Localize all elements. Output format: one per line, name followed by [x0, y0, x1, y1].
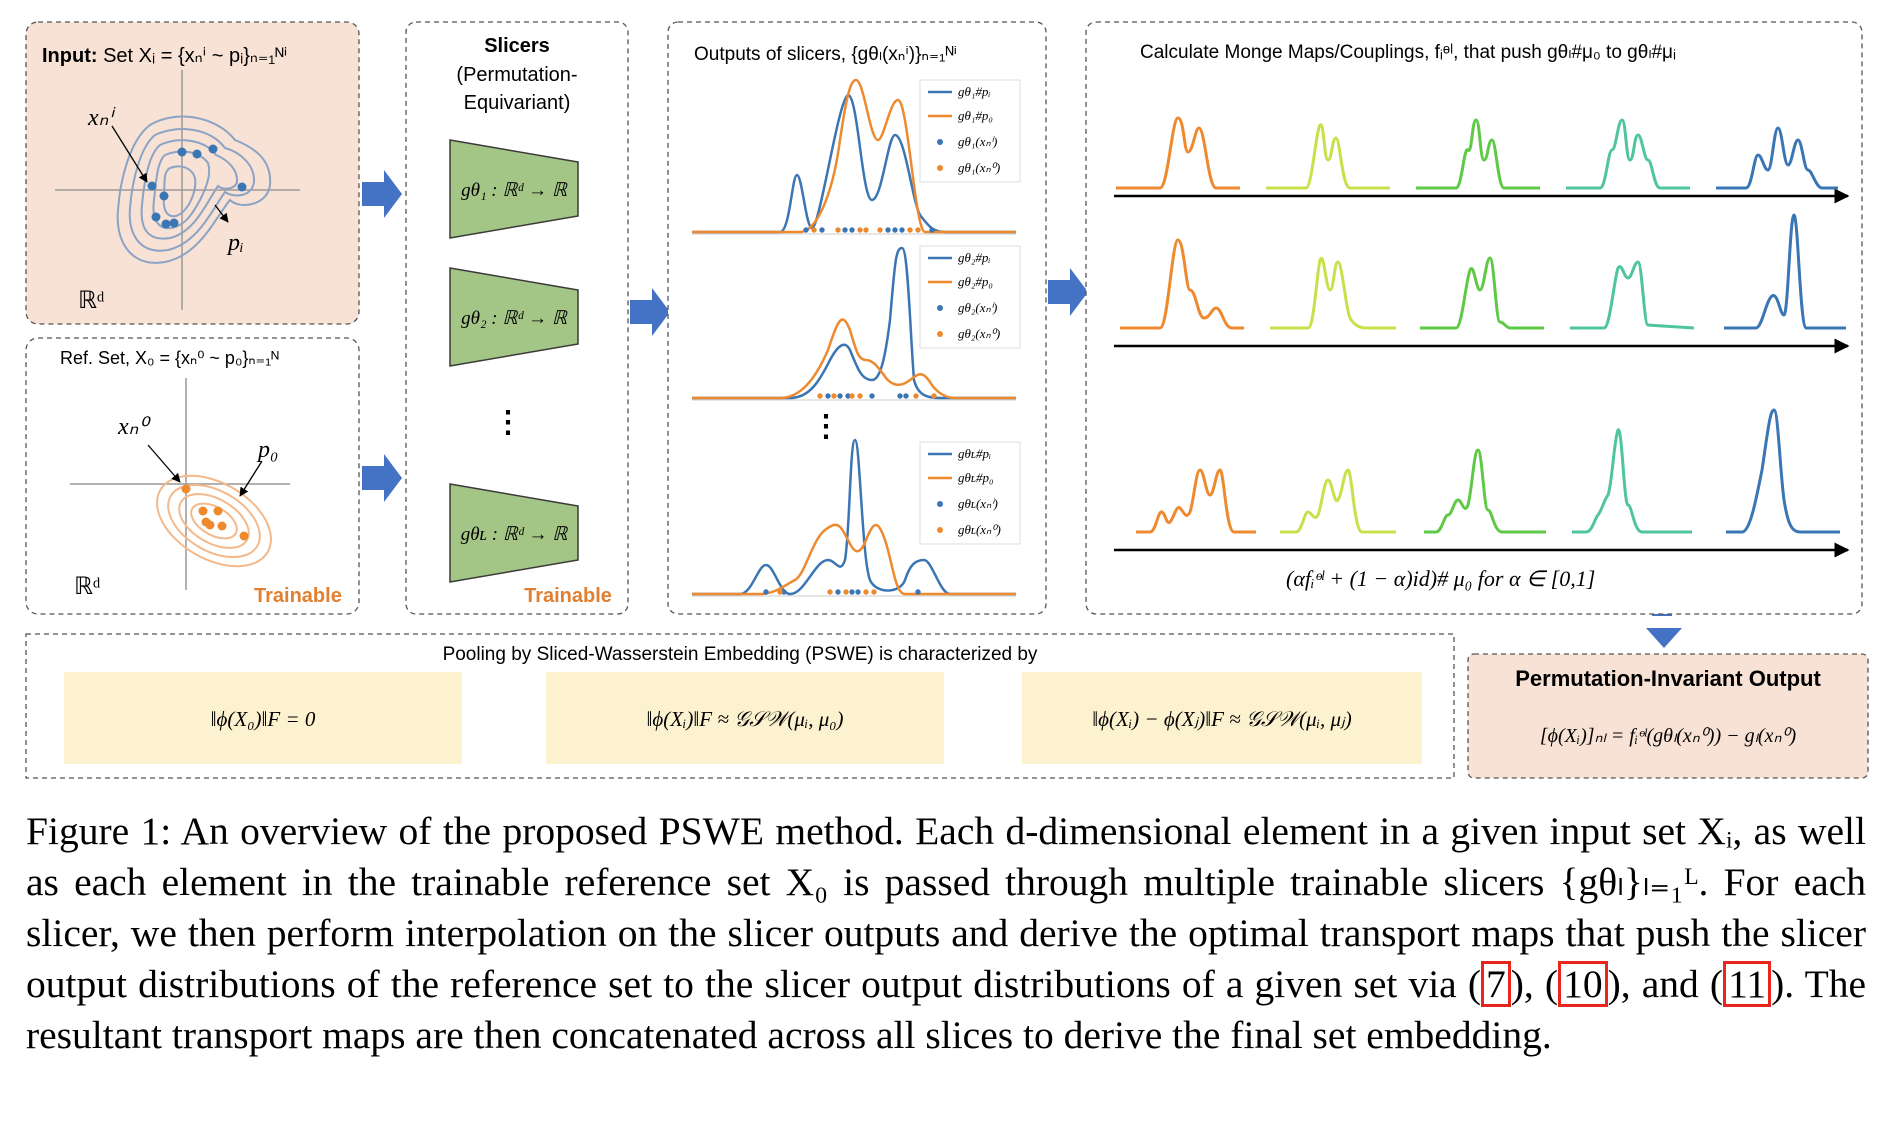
output-2-legend-x0: gθ₂(xₙ⁰)	[958, 326, 1000, 341]
pooling-eq-3: ‖ϕ(Xᵢ) − ϕ(Xⱼ)‖F ≈ 𝒢𝒮𝒲(μᵢ, μⱼ)	[1092, 707, 1351, 731]
arrow-slicers-to-outputs	[630, 288, 670, 336]
slicer-L-trapezoid	[449, 483, 579, 583]
outputs-panel: Outputs of slicers, {gθₗ(xₙⁱ)}ₙ₌₁ᴺⁱ gθ₁#…	[667, 21, 1047, 615]
output-2-legend-pi: gθ₂#pᵢ	[958, 250, 990, 265]
input-panel: Input: Set Xᵢ = {xₙⁱ ~ pᵢ}ₙ₌₁ᴺⁱ xₙⁱ pᵢ ℝ…	[25, 21, 360, 325]
input-title-bold: Input:	[42, 45, 98, 67]
slicers-title: Slicers	[484, 35, 550, 57]
output-2-legend-xi: gθ₂(xₙⁱ)	[958, 300, 997, 315]
slicer-2-trapezoid	[449, 267, 579, 367]
caption-text-4: ). The resultant transport maps are then…	[26, 962, 1867, 1057]
ref-eq-7[interactable]: 7	[1481, 961, 1511, 1007]
reference-dist-label: p₀	[256, 437, 278, 463]
ref-eq-11[interactable]: 11	[1723, 961, 1772, 1007]
reference-space-label: ℝᵈ	[74, 574, 100, 600]
slicer-1-label: gθ₁ : ℝᵈ → ℝ	[461, 180, 568, 201]
svg-text:Input: Set Xᵢ = {xₙⁱ ~ pᵢ}ₙ₌₁ᴺ: Input: Set Xᵢ = {xₙⁱ ~ pᵢ}ₙ₌₁ᴺⁱ	[42, 45, 287, 67]
monge-row-2	[1120, 213, 1846, 330]
caption-text-1: Figure 1: An overview of the proposed PS…	[26, 809, 1866, 1006]
slicers-ellipsis: ⋮	[493, 406, 523, 439]
slicer-L-label: gθʟ : ℝᵈ → ℝ	[461, 524, 569, 545]
flow-arrows	[362, 170, 1682, 648]
input-dist-label: pᵢ	[226, 230, 244, 256]
monge-title: Calculate Monge Maps/Couplings, fᵢᶱˡ, th…	[1140, 42, 1676, 63]
output-1-legend-x0: gθ₁(xₙ⁰)	[958, 160, 1000, 175]
input-title: Set Xᵢ = {xₙⁱ ~ pᵢ}ₙ₌₁ᴺⁱ	[98, 45, 288, 67]
arrow-monge-to-output	[1646, 604, 1682, 648]
monge-row-1	[1116, 116, 1838, 190]
output-panel: Permutation-Invariant Output [ϕ(Xᵢ)]ₙₗ =…	[1467, 653, 1869, 779]
monge-panel: Calculate Monge Maps/Couplings, fᵢᶱˡ, th…	[1085, 21, 1863, 615]
output-1-legend-pi: gθ₁#pᵢ	[958, 84, 990, 99]
slicers-subtitle-1: (Permutation-	[456, 64, 577, 86]
outputs-title: Outputs of slicers, {gθₗ(xₙⁱ)}ₙ₌₁ᴺⁱ	[694, 44, 957, 65]
reference-point-label: xₙ⁰	[117, 414, 151, 440]
slicers-subtitle-2: Equivariant)	[464, 92, 571, 114]
output-3-legend-xi: gθʟ(xₙⁱ)	[958, 496, 998, 511]
figure: Input: Set Xᵢ = {xₙⁱ ~ pᵢ}ₙ₌₁ᴺⁱ xₙⁱ pᵢ ℝ…	[25, 21, 1869, 779]
caption-text-3: ), and (	[1607, 962, 1724, 1006]
caption-text-2: ), (	[1510, 962, 1559, 1006]
pooling-title: Pooling by Sliced-Wasserstein Embedding …	[443, 644, 1038, 665]
pooling-eq-1: ‖ϕ(X₀)‖F = 0	[211, 707, 316, 731]
outputs-ellipsis: ⋮	[811, 410, 841, 443]
input-point-label: xₙⁱ	[87, 105, 116, 131]
slicer-1-trapezoid	[449, 139, 579, 239]
reference-title: Ref. Set, X₀ = {xₙ⁰ ~ p₀}ₙ₌₁ᴺ	[60, 348, 279, 368]
output-2-legend-p0: gθ₂#p₀	[958, 274, 993, 289]
slicer-2-label: gθ₂ : ℝᵈ → ℝ	[461, 308, 568, 329]
output-title: Permutation-Invariant Output	[1515, 666, 1821, 691]
arrow-outputs-to-monge	[1048, 268, 1088, 316]
figure-caption: Figure 1: An overview of the proposed PS…	[26, 806, 1866, 1061]
input-space-label: ℝᵈ	[78, 288, 104, 314]
monge-row-3	[1136, 408, 1840, 534]
output-equation: [ϕ(Xᵢ)]ₙₗ = fᵢᶱˡ(gθₗ(xₙ⁰)) − gₗ(xₙ⁰)	[1540, 725, 1797, 747]
output-1-legend-xi: gθ₁(xₙⁱ)	[958, 134, 997, 149]
reference-panel: Ref. Set, X₀ = {xₙ⁰ ~ p₀}ₙ₌₁ᴺ xₙ⁰ p₀ ℝᵈ …	[25, 337, 360, 615]
output-plot-3: gθʟ#pᵢ gθʟ#p₀ gθʟ(xₙⁱ) gθʟ(xₙ⁰)	[692, 438, 1021, 597]
ref-eq-10[interactable]: 10	[1558, 961, 1608, 1007]
pooling-panel: Pooling by Sliced-Wasserstein Embedding …	[25, 633, 1455, 779]
monge-formula: (αfᵢᶱˡ + (1 − α)id)# μ₀ for α ∈ [0,1]	[1286, 566, 1595, 591]
output-3-legend-p0: gθʟ#p₀	[958, 470, 993, 485]
arrow-input-to-slicers	[362, 170, 402, 218]
output-3-legend-x0: gθʟ(xₙ⁰)	[958, 522, 1001, 537]
arrow-ref-to-slicers	[362, 454, 402, 502]
output-plot-1: gθ₁#pᵢ gθ₁#p₀ gθ₁(xₙⁱ) gθ₁(xₙ⁰)	[692, 78, 1021, 235]
slicers-panel: Slicers (Permutation- Equivariant) gθ₁ :…	[405, 21, 629, 615]
output-plot-2: gθ₂#pᵢ gθ₂#p₀ gθ₂(xₙⁱ) gθ₂(xₙ⁰)	[692, 245, 1021, 401]
output-3-legend-pi: gθʟ#pᵢ	[958, 446, 991, 461]
slicers-trainable-label: Trainable	[524, 585, 612, 607]
output-1-legend-p0: gθ₁#p₀	[958, 108, 993, 123]
pooling-eq-2: ‖ϕ(Xᵢ)‖F ≈ 𝒢𝒮𝒲(μᵢ, μ₀)	[646, 707, 843, 731]
reference-trainable-label: Trainable	[254, 585, 342, 607]
